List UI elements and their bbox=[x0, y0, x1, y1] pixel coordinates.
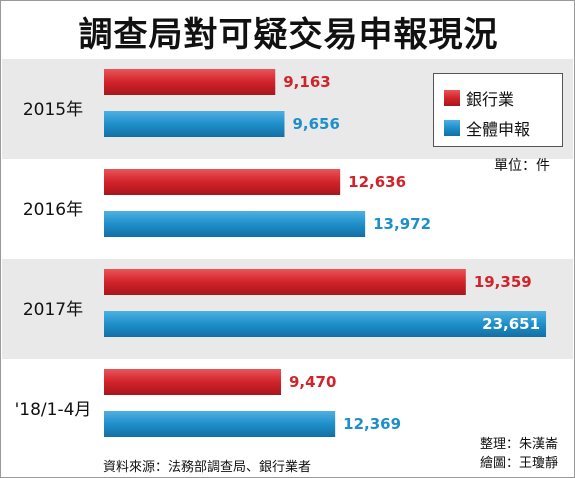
legend-swatch-bank bbox=[444, 90, 460, 106]
category-label: 2015年 bbox=[23, 100, 83, 120]
legend: 銀行業 全體申報 bbox=[433, 73, 563, 147]
data-label-total: 13,972 bbox=[373, 215, 431, 233]
bar-total bbox=[104, 411, 336, 437]
bar-total bbox=[104, 211, 366, 237]
legend-item-bank: 銀行業 bbox=[444, 86, 514, 110]
chart-title: 調查局對可疑交易申報現況 bbox=[78, 15, 499, 55]
credits: 整理：朱漢崙 繪圖：王瓊靜 bbox=[480, 435, 558, 473]
bar-bank bbox=[104, 269, 466, 295]
legend-swatch-total bbox=[444, 120, 460, 136]
data-label-total: 9,656 bbox=[292, 115, 339, 133]
data-label-bank: 9,163 bbox=[283, 73, 330, 91]
data-label-bank: 12,636 bbox=[348, 173, 406, 191]
category-label: '18/1-4月 bbox=[15, 400, 92, 420]
source-note: 資料來源：法務部調查局、銀行業者 bbox=[103, 460, 312, 475]
data-label-bank: 19,359 bbox=[474, 273, 532, 291]
category-label: 2017年 bbox=[23, 300, 83, 320]
bar-bank bbox=[104, 369, 281, 395]
legend-label-bank: 銀行業 bbox=[466, 90, 515, 109]
data-label-bank: 9,470 bbox=[289, 373, 336, 391]
unit-label: 單位：件 bbox=[494, 158, 550, 174]
bar-bank bbox=[104, 69, 276, 95]
data-label-total: 12,369 bbox=[343, 415, 401, 433]
bar-total bbox=[104, 311, 547, 337]
credit-editor: 整理：朱漢崙 bbox=[479, 437, 558, 452]
bar-bank bbox=[104, 169, 341, 195]
legend-label-total: 全體申報 bbox=[466, 120, 531, 139]
credit-illustrator: 繪圖：王瓊靜 bbox=[479, 456, 558, 471]
bar-total bbox=[104, 111, 285, 137]
legend-item-total: 全體申報 bbox=[444, 116, 530, 140]
data-label-total: 23,651 bbox=[482, 315, 540, 333]
category-label: 2016年 bbox=[23, 200, 83, 220]
